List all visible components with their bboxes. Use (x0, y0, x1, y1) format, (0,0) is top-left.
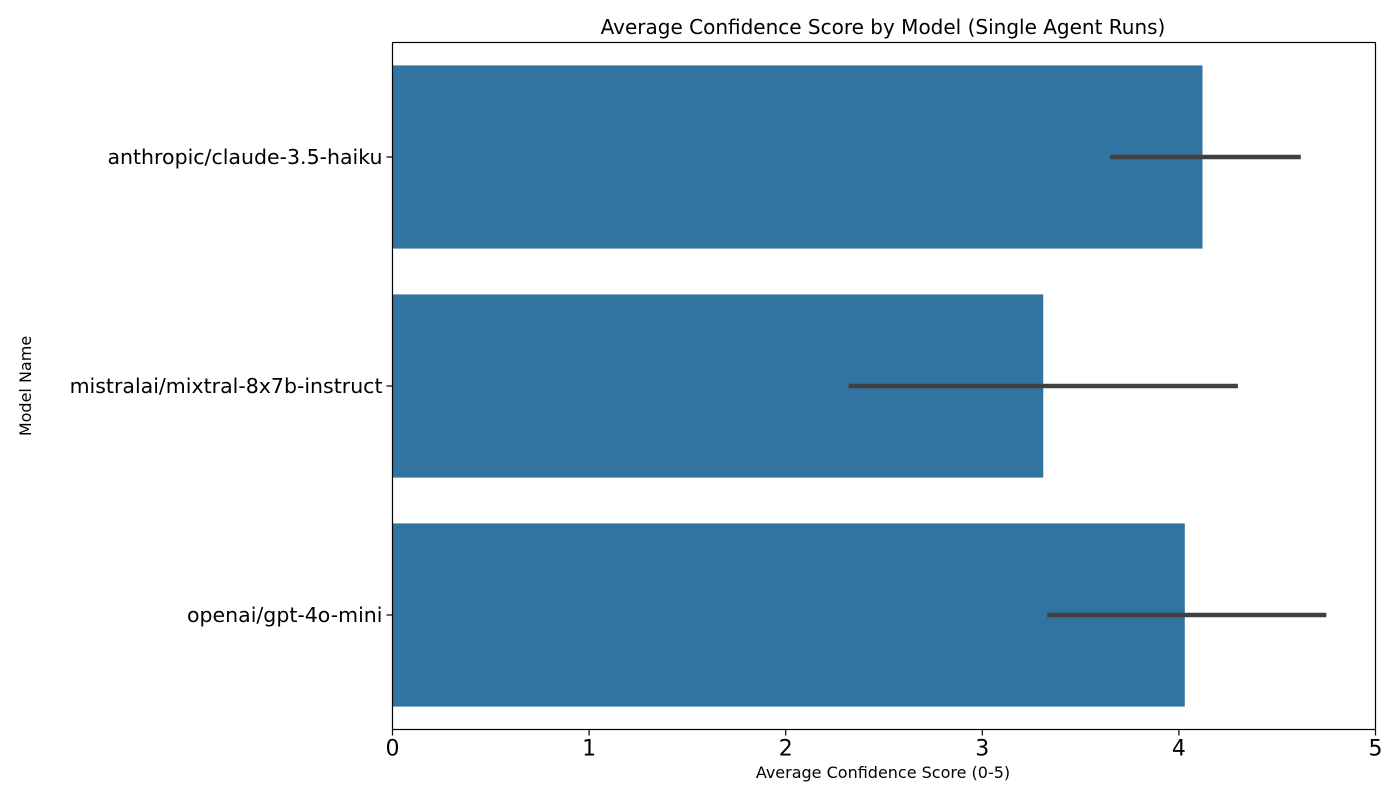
error-bars-layer (848, 154, 1327, 618)
chart-title: Average Confidence Score by Model (Singl… (601, 15, 1166, 39)
y-ticks-layer: anthropic/claude-3.5-haiku mistralai/mixt… (70, 145, 393, 627)
y-axis-label: Model Name (16, 336, 35, 436)
y-tick-label: anthropic/claude-3.5-haiku (107, 145, 382, 169)
y-tick-label: mistralai/mixtral-8x7b-instruct (70, 374, 383, 398)
x-tick-label: 4 (1172, 737, 1186, 762)
x-ticks-layer: 0 1 2 3 4 5 (386, 729, 1383, 762)
x-tick-label: 2 (779, 737, 793, 762)
y-tick-label: openai/gpt-4o-mini (187, 603, 383, 627)
x-axis-label: Average Confidence Score (0-5) (756, 763, 1010, 782)
x-tick-label: 1 (582, 737, 596, 762)
x-tick-label: 5 (1369, 737, 1383, 762)
x-tick-label: 0 (386, 737, 400, 762)
x-tick-label: 3 (975, 737, 989, 762)
bar (392, 65, 1203, 249)
